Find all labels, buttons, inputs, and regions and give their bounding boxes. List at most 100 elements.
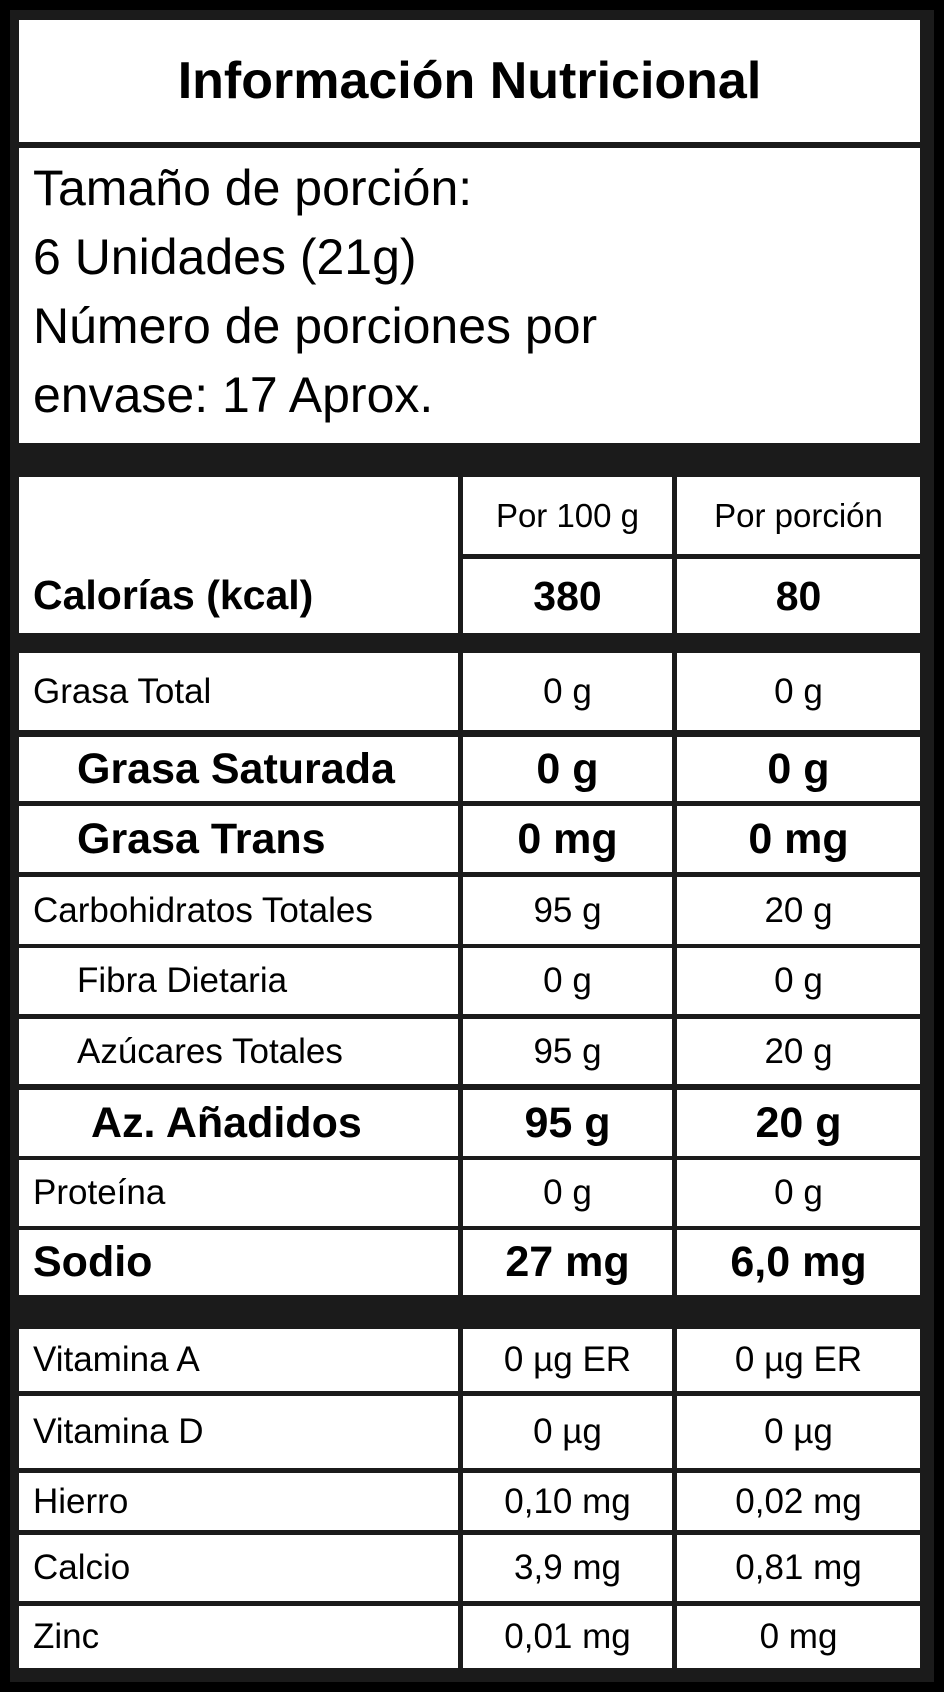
nutrient-value: 95 g xyxy=(533,890,602,930)
nutrient-value: 0,10 mg xyxy=(504,1481,631,1521)
calories-per-portion: 80 xyxy=(677,559,920,633)
row-per-100g-cell: 0 g xyxy=(463,1160,672,1226)
row-per-100g-cell: 0,01 mg xyxy=(463,1606,672,1668)
nutrient-value: 0 µg xyxy=(533,1412,602,1451)
row-per-100g-cell: 0 g xyxy=(463,948,672,1014)
nutrient-name: Hierro xyxy=(33,1481,129,1521)
nutrient-name: Grasa Trans xyxy=(77,814,326,863)
nutrient-name: Carbohidratos Totales xyxy=(33,890,373,930)
row-per-portion-cell: 20 g xyxy=(677,877,920,944)
row-per-100g-cell: 0 µg xyxy=(463,1396,672,1468)
nutrient-value: 0 g xyxy=(543,1173,592,1212)
calories-label: Calorías (kcal) xyxy=(33,572,314,618)
nutrient-value: 20 g xyxy=(755,1098,842,1147)
nutrient-value: 0 g xyxy=(543,961,592,1000)
nutrient-value: 3,9 mg xyxy=(514,1548,621,1587)
calories-label-cell: Calorías (kcal) xyxy=(19,477,458,633)
per-portion-label: Por porción xyxy=(714,496,883,534)
nutrient-value: 0 mg xyxy=(517,814,618,863)
nutrient-value: 6,0 mg xyxy=(730,1238,867,1286)
nutrient-name: Sodio xyxy=(33,1238,153,1286)
row-per-portion-cell: 0 µg xyxy=(677,1396,920,1468)
row-per-portion-cell: 0 mg xyxy=(677,1606,920,1668)
calories-per-100g: 380 xyxy=(463,559,672,633)
nutrient-value: 95 g xyxy=(524,1098,611,1147)
nutrient-value: 20 g xyxy=(764,1031,833,1071)
row-per-portion-cell: 20 g xyxy=(677,1019,920,1084)
row-per-100g-cell: 0,10 mg xyxy=(463,1473,672,1530)
title: Información Nutricional xyxy=(19,20,920,142)
nutrient-value: 20 g xyxy=(764,890,833,930)
row-per-portion-cell: 0,02 mg xyxy=(677,1473,920,1530)
row-label-cell: Calcio xyxy=(19,1535,458,1601)
column-header-per-portion: Por porción xyxy=(677,477,920,554)
calories-per-portion-value: 80 xyxy=(775,572,822,619)
nutrient-name: Grasa Saturada xyxy=(77,744,395,793)
nutrient-value: 0 g xyxy=(774,671,823,711)
row-label-cell: Carbohidratos Totales xyxy=(19,877,458,944)
row-label-cell: Hierro xyxy=(19,1473,458,1530)
nutrient-name: Fibra Dietaria xyxy=(77,961,288,1000)
servings-per-container-value: envase: 17 Aprox. xyxy=(33,367,434,423)
nutrient-value: 95 g xyxy=(533,1031,602,1071)
serving-info: Tamaño de porción: 6 Unidades (21g) Núme… xyxy=(19,148,920,443)
row-per-portion-cell: 0,81 mg xyxy=(677,1535,920,1601)
row-per-100g-cell: 3,9 mg xyxy=(463,1535,672,1601)
row-label-cell: Grasa Trans xyxy=(19,806,458,872)
nutrient-name: Vitamina A xyxy=(33,1340,200,1379)
nutrient-value: 0 g xyxy=(767,744,830,793)
row-per-100g-cell: 0 g xyxy=(463,737,672,801)
nutrient-name: Az. Añadidos xyxy=(91,1098,362,1147)
per-100g-label: Por 100 g xyxy=(495,496,640,534)
row-label-cell: Azúcares Totales xyxy=(19,1019,458,1084)
row-per-portion-cell: 0 g xyxy=(677,653,920,730)
column-header-per-100g: Por 100 g xyxy=(463,477,672,554)
row-per-portion-cell: 20 g xyxy=(677,1090,920,1156)
nutrient-value: 0 g xyxy=(536,744,599,793)
row-per-100g-cell: 0 µg ER xyxy=(463,1329,672,1391)
row-per-portion-cell: 0 g xyxy=(677,737,920,801)
row-per-100g-cell: 95 g xyxy=(463,1090,672,1156)
nutrient-value: 0 mg xyxy=(748,814,849,863)
row-per-portion-cell: 0 g xyxy=(677,1160,920,1226)
row-label-cell: Vitamina D xyxy=(19,1396,458,1468)
row-label-cell: Az. Añadidos xyxy=(19,1090,458,1156)
nutrient-value: 0 g xyxy=(774,1173,823,1212)
nutrient-value: 0 µg ER xyxy=(503,1340,632,1379)
row-label-cell: Proteína xyxy=(19,1160,458,1226)
row-per-portion-cell: 0 mg xyxy=(677,806,920,872)
row-label-cell: Sodio xyxy=(19,1230,458,1295)
serving-size-label: Tamaño de porción: xyxy=(33,160,473,216)
row-per-100g-cell: 95 g xyxy=(463,1019,672,1084)
row-label-cell: Zinc xyxy=(19,1606,458,1668)
row-per-portion-cell: 0 g xyxy=(677,948,920,1014)
nutrient-value: 0 mg xyxy=(759,1617,838,1656)
row-per-100g-cell: 0 mg xyxy=(463,806,672,872)
row-label-cell: Grasa Saturada xyxy=(19,737,458,801)
nutrient-value: 0,81 mg xyxy=(735,1548,862,1587)
row-label-cell: Grasa Total xyxy=(19,653,458,730)
row-per-portion-cell: 6,0 mg xyxy=(677,1230,920,1295)
serving-size-value: 6 Unidades (21g) xyxy=(33,229,417,285)
nutrient-name: Vitamina D xyxy=(33,1412,204,1451)
nutrient-value: 0,01 mg xyxy=(504,1617,631,1656)
row-label-cell: Vitamina A xyxy=(19,1329,458,1391)
row-per-portion-cell: 0 µg ER xyxy=(677,1329,920,1391)
title-text: Información Nutricional xyxy=(177,52,762,110)
row-label-cell: Fibra Dietaria xyxy=(19,948,458,1014)
nutrient-value: 0 g xyxy=(774,961,823,1000)
nutrient-value: 0 g xyxy=(543,671,592,711)
nutrient-name: Calcio xyxy=(33,1548,131,1587)
nutrient-name: Zinc xyxy=(33,1617,100,1656)
nutrient-value: 0,02 mg xyxy=(735,1481,862,1521)
calories-per-100g-value: 380 xyxy=(533,572,602,619)
nutrient-name: Proteína xyxy=(33,1173,166,1212)
row-per-100g-cell: 95 g xyxy=(463,877,672,944)
servings-per-container-label: Número de porciones por xyxy=(33,298,598,354)
nutrient-name: Azúcares Totales xyxy=(77,1031,343,1071)
nutrient-value: 27 mg xyxy=(505,1238,630,1286)
nutrient-name: Grasa Total xyxy=(33,671,212,711)
nutrient-value: 0 µg xyxy=(764,1412,833,1451)
row-per-100g-cell: 27 mg xyxy=(463,1230,672,1295)
nutrient-value: 0 µg ER xyxy=(734,1340,863,1379)
